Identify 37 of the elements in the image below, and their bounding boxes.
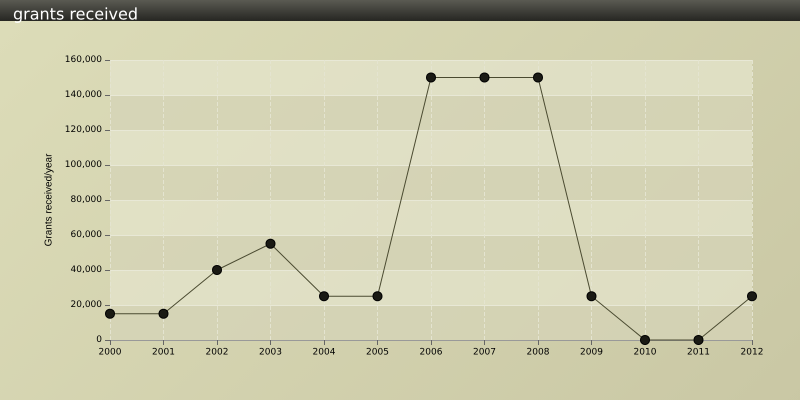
point [586, 291, 596, 302]
x-tick-label: 2001 [152, 348, 175, 358]
y-tick-label: 40,000 [70, 265, 102, 275]
x-tick-label: 2000 [98, 348, 122, 358]
x-tick-label: 2003 [259, 348, 282, 358]
y-tick-label: 100,000 [64, 160, 102, 170]
point [105, 308, 115, 319]
point [212, 265, 222, 275]
y-axis-title: Grants received/year [43, 152, 54, 246]
y-tick-label: 80,000 [70, 195, 102, 205]
point [158, 308, 168, 319]
y-tick-label: 60,000 [70, 230, 102, 240]
y-tick-label: 160,000 [64, 55, 102, 65]
point [694, 335, 704, 345]
point [426, 72, 436, 82]
x-tick-label: 2006 [420, 348, 443, 358]
point [266, 238, 276, 249]
x-tick-label: 2008 [526, 348, 550, 358]
point [640, 335, 650, 345]
x-tick-label: 2012 [740, 348, 764, 358]
x-tick-label: 2007 [473, 348, 496, 358]
y-tick-label: 0 [96, 335, 102, 345]
x-tick-label: 2002 [206, 348, 228, 358]
point [480, 72, 490, 82]
point [533, 72, 543, 82]
y-tick-label: 140,000 [64, 90, 102, 100]
y-tick-label: 20,000 [70, 300, 102, 310]
point [319, 291, 329, 302]
x-tick-label: 2004 [312, 348, 336, 358]
chart-title: grants received [13, 4, 138, 24]
x-tick-label: 2010 [634, 348, 657, 358]
x-tick-label: 2005 [366, 348, 389, 358]
x-tick-label: 2009 [580, 348, 604, 358]
y-tick-label: 120,000 [64, 125, 102, 135]
x-tick-label: 2011 [687, 348, 710, 358]
point [747, 291, 757, 302]
point [372, 291, 382, 302]
